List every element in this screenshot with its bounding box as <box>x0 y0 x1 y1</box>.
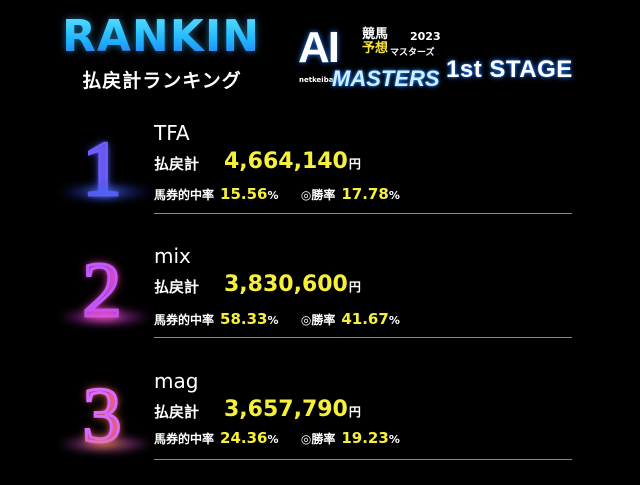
entry-name: mix <box>154 244 191 268</box>
hit-rate-label: 馬券的中率 <box>154 432 215 446</box>
yen-unit: 円 <box>348 280 361 294</box>
hit-rate-value: 58.33 <box>220 310 268 328</box>
hit-rate-label: 馬券的中率 <box>154 313 215 327</box>
win-rate-label: ◎勝率 <box>300 432 336 446</box>
page-subtitle: 払戻計ランキング <box>82 70 242 92</box>
hit-rate-label: 馬券的中率 <box>154 188 215 202</box>
logo-year: 2023 <box>410 30 441 43</box>
payout-value: 4,664,140円 <box>224 149 361 174</box>
ranking-entry: 1 TFA 払戻計 4,664,140円 馬券的中率 15.56% ◎勝率 17.7… <box>0 115 640 235</box>
ranking-header: RANKING 払戻計ランキング <box>62 11 298 93</box>
payout-label: 払戻計 <box>154 155 200 173</box>
ranking-entry: 3 mag 払戻計 3,657,790円 馬券的中率 24.36% ◎勝率 19.2… <box>0 365 640 485</box>
hit-rate-value: 24.36 <box>220 429 268 447</box>
logo-ai-text: AI <box>298 23 340 72</box>
yen-unit: 円 <box>348 405 361 419</box>
payout-value: 3,830,600円 <box>224 272 361 297</box>
logo-yoso-text: 予想 <box>362 41 389 56</box>
rank-glow <box>60 435 150 453</box>
win-rate-value: 17.78 <box>341 185 389 203</box>
logo-masters-kana: マスターズ <box>390 48 435 58</box>
payout-label: 払戻計 <box>154 278 200 296</box>
ai-masters-logo: AI 競馬 予想 2023 マスターズ netkeiba MASTERS <box>298 26 443 98</box>
yen-unit: 円 <box>348 157 361 171</box>
hit-rate-value: 15.56 <box>220 185 268 203</box>
entry-name: TFA <box>154 121 190 145</box>
rank-glow <box>60 183 150 201</box>
win-rate-value: 19.23 <box>341 429 389 447</box>
divider <box>154 337 572 338</box>
ranking-entry: 2 mix 払戻計 3,830,600円 馬券的中率 58.33% ◎勝率 41.6… <box>0 240 640 360</box>
win-rate-label: ◎勝率 <box>300 313 336 327</box>
divider <box>154 213 572 214</box>
entry-name: mag <box>154 369 199 393</box>
logo-masters-text: MASTERS <box>332 66 440 91</box>
divider <box>154 459 572 460</box>
entry-stats: 馬券的中率 24.36% ◎勝率 19.23% <box>154 429 400 447</box>
entry-stats: 馬券的中率 58.33% ◎勝率 41.67% <box>154 310 400 328</box>
payout-label: 払戻計 <box>154 403 200 421</box>
payout-value: 3,657,790円 <box>224 397 361 422</box>
rank-glow <box>60 308 150 326</box>
page-title: RANKING <box>62 11 298 62</box>
entry-stats: 馬券的中率 15.56% ◎勝率 17.78% <box>154 185 400 203</box>
logo-netkeiba: netkeiba <box>299 76 334 84</box>
logo-keiba-text: 競馬 <box>362 27 389 42</box>
stage-label: 1st STAGE <box>446 56 573 83</box>
win-rate-value: 41.67 <box>341 310 389 328</box>
win-rate-label: ◎勝率 <box>300 188 336 202</box>
